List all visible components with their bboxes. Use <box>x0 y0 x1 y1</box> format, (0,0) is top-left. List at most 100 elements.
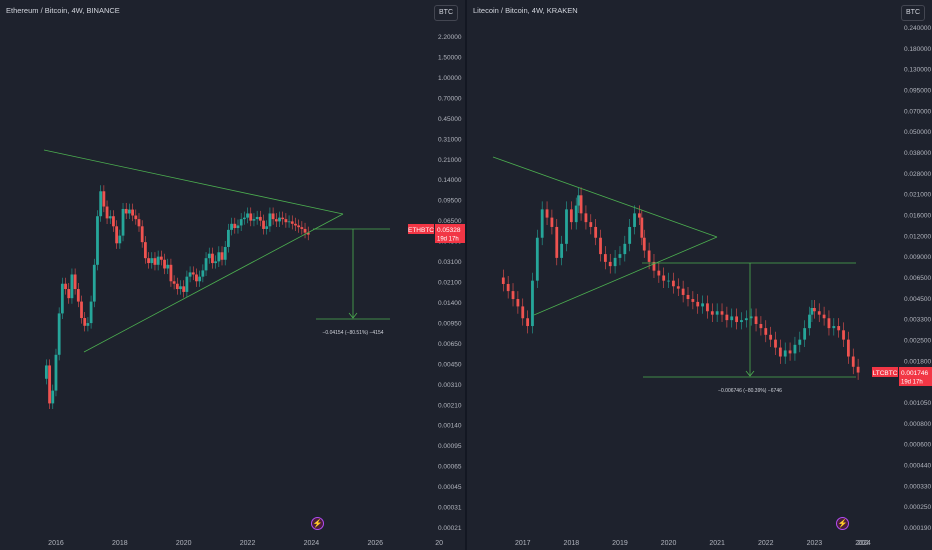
candle-body <box>198 276 202 282</box>
y-tick-label: 0.021000 <box>904 192 931 199</box>
chart-canvas[interactable]: −0.006746 (−80.39%) −6746 0.240000 0.1800… <box>467 0 932 550</box>
chart-pane-ltcbtc[interactable]: Litecoin / Bitcoin, 4W, KRAKEN BTC −0.00… <box>467 0 932 550</box>
candle-body <box>294 223 297 226</box>
y-tick-label: 0.016000 <box>904 213 931 220</box>
candle-body <box>143 242 147 259</box>
candle-body <box>297 225 301 228</box>
upper-trendline[interactable] <box>492 156 718 238</box>
y-tick-label: 0.00450 <box>438 361 462 368</box>
candle-body <box>667 280 670 282</box>
candle-body <box>169 264 173 282</box>
x-tick-label: 2026 <box>368 540 384 547</box>
currency-button[interactable]: BTC <box>434 5 458 21</box>
candle-body <box>696 301 700 307</box>
lightning-icon[interactable]: ⚡ <box>311 517 324 530</box>
y-axis: 2.20000 1.50000 1.00000 0.70000 0.45000 0.310… <box>438 34 462 532</box>
candle-body <box>54 354 58 391</box>
candle-body <box>290 221 294 224</box>
x-tick-label: 2020 <box>661 540 677 547</box>
y-tick-label: 0.00031 <box>438 505 462 512</box>
candle-body <box>749 316 753 319</box>
candle-body <box>306 232 310 235</box>
candle-body <box>159 256 163 260</box>
countdown: 19d 17h <box>901 380 923 386</box>
candle-body <box>817 311 821 315</box>
candle-body <box>60 283 64 314</box>
y-tick-label: 0.000330 <box>904 483 931 490</box>
candle-body <box>545 209 549 218</box>
candle-body <box>204 258 208 271</box>
candle-body <box>191 272 195 275</box>
y-tick-label: 0.00045 <box>438 484 462 491</box>
candle-body <box>686 294 690 300</box>
candle-body <box>115 226 119 244</box>
candle-body <box>618 254 622 258</box>
lightning-icon[interactable]: ⚡ <box>836 517 849 530</box>
y-tick-label: 0.180000 <box>904 46 931 53</box>
y-tick-label: 0.00065 <box>438 464 462 471</box>
lower-trendline[interactable] <box>83 213 344 353</box>
candle-body <box>808 314 811 329</box>
candle-body <box>715 311 719 315</box>
chart-pane-ethbtc[interactable]: Ethereum / Bitcoin, 4W, BINANCE BTC −0.0… <box>0 0 465 550</box>
candle-body <box>827 318 831 329</box>
candle-body <box>812 307 816 312</box>
candle-body <box>837 326 841 331</box>
candle-body <box>599 237 602 255</box>
candle-body <box>764 328 768 335</box>
y-tick-label: 1.00000 <box>438 75 462 82</box>
y-tick-label: 0.01400 <box>438 300 462 307</box>
candle-body <box>810 307 814 315</box>
candle-body <box>740 320 743 323</box>
measure-label: −0.006746 (−80.39%) −6746 <box>718 388 782 394</box>
candle-body <box>720 311 724 315</box>
candle-body <box>236 225 240 229</box>
y-tick-label: 0.00310 <box>438 382 462 389</box>
y-tick-label: 2.20000 <box>438 34 462 41</box>
candle-body <box>603 254 607 262</box>
candle-body <box>856 366 860 373</box>
pane-divider[interactable] <box>465 0 467 550</box>
y-tick-label: 0.00950 <box>438 320 462 327</box>
candle-body <box>691 299 695 302</box>
lower-trendline[interactable] <box>533 236 718 316</box>
y-tick-label: 0.00021 <box>438 525 462 532</box>
candle-body <box>112 216 115 227</box>
candle-body <box>220 252 224 260</box>
candle-body <box>735 316 739 323</box>
candle-body <box>242 217 246 220</box>
candle-body <box>70 274 74 299</box>
candle-body <box>516 299 520 307</box>
candle-body <box>759 324 763 329</box>
candle-body <box>255 216 259 220</box>
candle-body <box>268 213 272 227</box>
candle-body <box>574 205 578 223</box>
candle-body <box>102 191 106 207</box>
y-tick-label: 0.012000 <box>904 233 931 240</box>
candle-body <box>303 228 307 233</box>
candle-body <box>798 339 802 345</box>
candle-body <box>105 206 109 219</box>
chart-canvas[interactable]: −0.04154 (−80.51%) −4154 2.20000 1.50000 1… <box>0 0 465 550</box>
candle-body <box>579 195 583 214</box>
candle-body <box>803 328 807 340</box>
candle-body <box>147 258 150 264</box>
arrow-head <box>745 370 755 377</box>
currency-button[interactable]: BTC <box>901 5 925 21</box>
candle-body <box>131 209 135 216</box>
candle-body <box>278 217 281 222</box>
y-tick-label: 0.004500 <box>904 296 931 303</box>
chart-title: Litecoin / Bitcoin, 4W, KRAKEN <box>473 6 578 15</box>
x-tick-label: 2018 <box>112 540 128 547</box>
y-tick-label: 1.50000 <box>438 54 462 61</box>
y-tick-label: 0.14000 <box>438 177 462 184</box>
candle-body <box>725 314 729 321</box>
y-tick-label: 0.00650 <box>438 341 462 348</box>
candle-body <box>774 339 777 348</box>
candle-body <box>214 261 218 264</box>
candle-body <box>822 314 826 319</box>
candle-body <box>48 365 51 404</box>
upper-trendline[interactable] <box>43 149 344 215</box>
candle-body <box>842 330 845 340</box>
candle-body <box>96 216 99 265</box>
